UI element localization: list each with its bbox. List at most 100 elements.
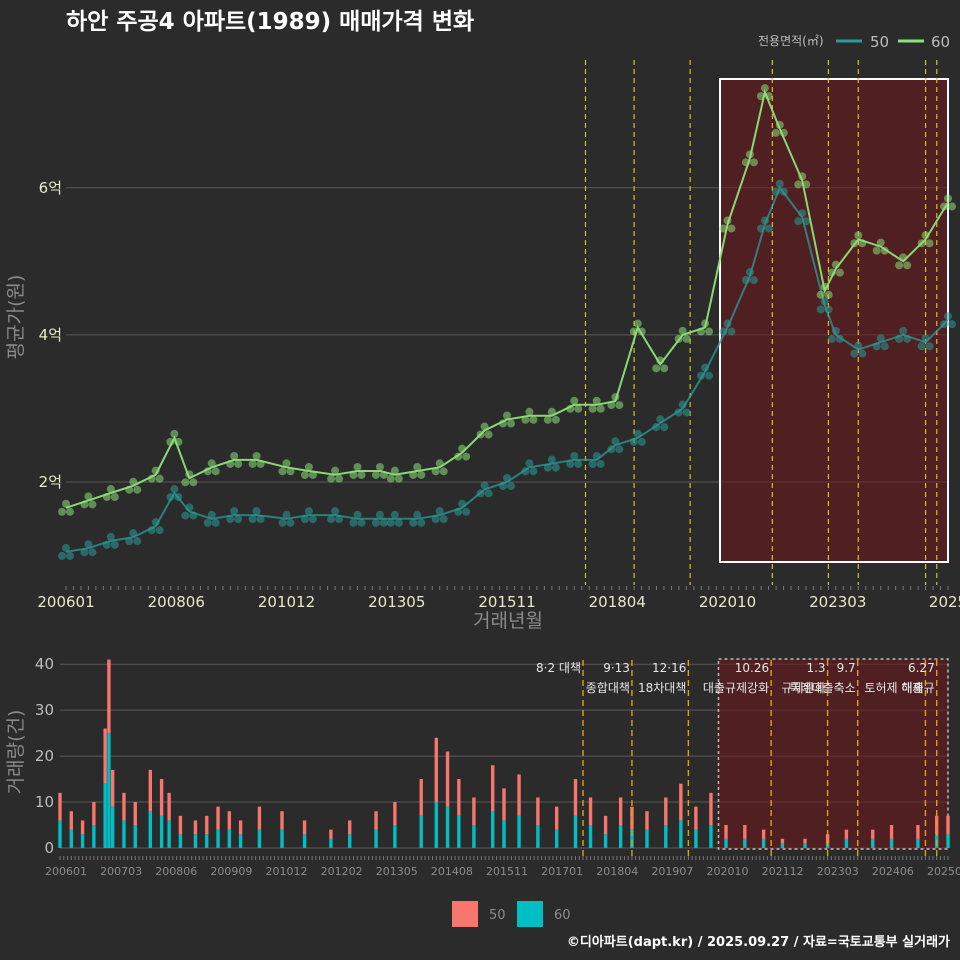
annotation-label: 대출규 bbox=[902, 681, 935, 695]
data-point-60 bbox=[308, 470, 317, 479]
bar-60 bbox=[393, 825, 397, 848]
bar-50 bbox=[588, 797, 593, 826]
bar-50 bbox=[916, 825, 920, 839]
legend-label-bar-50: 50 bbox=[489, 908, 506, 923]
bar-60 bbox=[946, 834, 950, 848]
data-point-50 bbox=[615, 445, 624, 454]
x-tick-label: 202509 bbox=[927, 865, 960, 878]
data-point-60 bbox=[615, 401, 624, 410]
data-point-60 bbox=[948, 202, 956, 211]
data-point-60 bbox=[331, 466, 340, 475]
data-point-50 bbox=[858, 349, 867, 358]
data-point-50 bbox=[357, 518, 366, 527]
bar-60 bbox=[302, 834, 307, 848]
bar-60 bbox=[803, 843, 807, 848]
bar-50 bbox=[780, 838, 785, 844]
bar-50 bbox=[103, 728, 107, 784]
bar-60 bbox=[694, 829, 698, 848]
bar-50 bbox=[167, 792, 171, 821]
data-point-50 bbox=[88, 548, 97, 557]
bar-50 bbox=[205, 815, 209, 835]
source-caption: ©디아파트(dapt.kr) / 2025.09.27 / 자료=국토교통부 실… bbox=[567, 934, 950, 950]
bar-50 bbox=[618, 797, 623, 826]
bar-50 bbox=[630, 806, 634, 830]
data-point-60 bbox=[282, 459, 291, 468]
data-point-60 bbox=[357, 470, 366, 479]
x-tick-label: 201511 bbox=[486, 865, 528, 878]
bar-50 bbox=[257, 806, 262, 830]
bar-60 bbox=[491, 811, 495, 848]
bar-60 bbox=[709, 825, 713, 848]
data-point-60 bbox=[189, 478, 198, 487]
bar-60 bbox=[110, 806, 115, 848]
data-point-50 bbox=[827, 334, 836, 343]
bar-60 bbox=[69, 829, 73, 848]
annotation-date: 6.27 bbox=[908, 661, 935, 675]
data-point-60 bbox=[88, 500, 97, 509]
bar-60 bbox=[445, 806, 450, 848]
data-point-60 bbox=[895, 261, 904, 270]
data-point-50 bbox=[409, 518, 418, 527]
bar-50 bbox=[216, 806, 220, 830]
data-point-60 bbox=[278, 467, 287, 476]
data-point-60 bbox=[390, 466, 399, 475]
data-point-60 bbox=[431, 467, 440, 476]
data-point-50 bbox=[203, 518, 212, 527]
bar-50 bbox=[159, 779, 164, 816]
data-point-60 bbox=[327, 474, 336, 483]
data-point-50 bbox=[764, 224, 773, 233]
annotation-date: 1.3 bbox=[806, 661, 825, 675]
annotation-label: 토허제 해제 bbox=[864, 681, 923, 695]
x-tick-label: 201202 bbox=[321, 865, 363, 878]
legend-label-bar-60: 60 bbox=[554, 908, 571, 923]
data-point-60 bbox=[507, 419, 515, 428]
bar-60 bbox=[502, 820, 506, 848]
data-point-60 bbox=[903, 261, 912, 270]
legend-label-60: 60 bbox=[931, 33, 950, 51]
data-point-60 bbox=[551, 415, 560, 424]
annotation-date: 12·16 bbox=[652, 661, 686, 675]
bar-60 bbox=[92, 825, 96, 848]
bar-60 bbox=[103, 783, 107, 848]
data-point-50 bbox=[417, 518, 426, 527]
data-point-50 bbox=[286, 518, 295, 527]
bar-60 bbox=[329, 838, 333, 848]
data-point-60 bbox=[854, 231, 863, 240]
bar-60 bbox=[257, 829, 262, 848]
data-point-50 bbox=[637, 437, 646, 446]
bar-50 bbox=[694, 806, 698, 830]
data-point-50 bbox=[80, 548, 89, 557]
data-point-50 bbox=[256, 515, 265, 524]
data-point-50 bbox=[435, 507, 444, 516]
legend-title: 전용면적(㎡) bbox=[758, 34, 824, 48]
data-point-50 bbox=[234, 515, 243, 524]
data-point-50 bbox=[570, 451, 579, 460]
x-tick-label: 202112 bbox=[762, 865, 804, 878]
bar-60 bbox=[724, 838, 728, 848]
bar-50 bbox=[280, 811, 284, 830]
data-point-50 bbox=[304, 507, 313, 516]
bar-60 bbox=[374, 829, 378, 848]
data-point-50 bbox=[155, 526, 164, 535]
bar-60 bbox=[80, 834, 85, 848]
x-tick-label: 201701 bbox=[541, 865, 583, 878]
data-point-60 bbox=[521, 415, 530, 424]
x-tick-label: 201305 bbox=[368, 593, 425, 611]
data-point-50 bbox=[386, 518, 395, 527]
x-tick-label: 201012 bbox=[266, 865, 308, 878]
data-point-50 bbox=[727, 327, 736, 336]
data-point-50 bbox=[278, 518, 287, 527]
data-point-50 bbox=[226, 515, 235, 524]
x-tick-label: 200909 bbox=[210, 865, 252, 878]
data-point-50 bbox=[353, 510, 362, 519]
x-tick-label: 201907 bbox=[651, 865, 693, 878]
data-point-60 bbox=[62, 499, 70, 508]
legend-label-50: 50 bbox=[870, 33, 889, 51]
data-point-60 bbox=[876, 238, 885, 247]
data-point-50 bbox=[529, 467, 538, 476]
data-point-50 bbox=[462, 507, 471, 516]
data-point-50 bbox=[611, 437, 620, 446]
data-point-60 bbox=[230, 451, 239, 460]
data-point-50 bbox=[394, 518, 403, 527]
data-point-60 bbox=[592, 396, 601, 405]
